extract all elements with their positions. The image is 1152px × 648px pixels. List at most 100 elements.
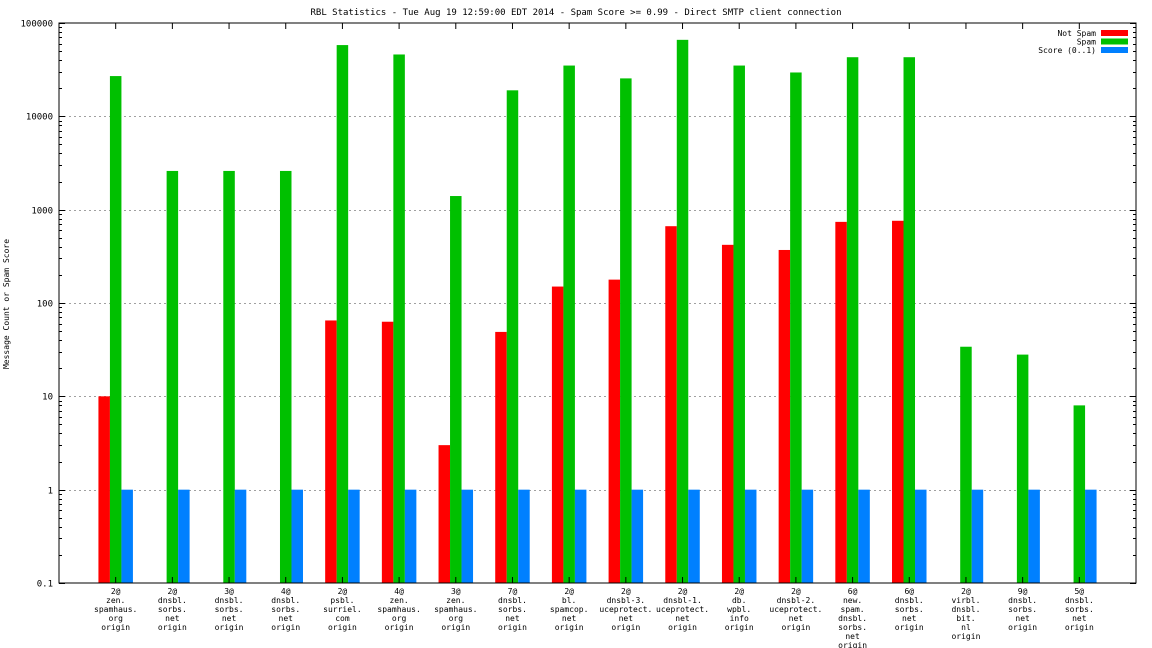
x-category-label: origin	[498, 623, 527, 632]
bar-not-spam	[438, 445, 451, 583]
x-category-label: net	[1015, 614, 1030, 623]
x-category-label: bit.	[956, 614, 975, 623]
x-category-label: com	[335, 614, 350, 623]
x-category-label: db.	[732, 596, 746, 605]
x-category-label: uceprotect.	[769, 605, 822, 614]
x-category-label: 2@	[621, 587, 631, 596]
bar-not-spam	[892, 220, 904, 584]
y-tick-label: 100000	[20, 20, 53, 30]
x-category-label: surriel.	[323, 605, 362, 614]
x-category-label: dnsbl-1.	[663, 596, 702, 605]
bar-not-spam	[381, 321, 394, 583]
x-category-label: sorbs.	[895, 605, 924, 614]
x-category-label: 2@	[678, 587, 688, 596]
x-category-label: zen.	[389, 596, 408, 605]
legend-label: Spam	[1077, 38, 1096, 47]
x-category-label: net	[619, 614, 634, 623]
x-category-label: net	[675, 614, 690, 623]
x-category-label: origin	[271, 623, 300, 632]
x-category-label: 2@	[111, 587, 121, 596]
y-tick-label: 1000	[31, 207, 53, 217]
x-category-label: spamhaus.	[94, 605, 137, 614]
x-category-label: dnsbl.	[1008, 596, 1037, 605]
y-tick-label: 0.1	[37, 580, 53, 590]
bar-score-0-1	[291, 489, 303, 583]
x-category-label: net	[562, 614, 577, 623]
x-category-label: psbl.	[330, 596, 354, 605]
bar-score-0-1	[688, 489, 700, 583]
bar-spam	[790, 72, 802, 583]
bar-score-0-1	[1085, 489, 1097, 583]
x-category-label: sorbs.	[838, 623, 867, 632]
x-category-label: org	[449, 614, 464, 623]
bar-spam	[393, 54, 405, 584]
x-category-label: origin	[158, 623, 187, 632]
bar-not-spam	[551, 286, 564, 583]
x-category-label: virbl.	[951, 596, 980, 605]
x-category-label: 5@	[1074, 587, 1084, 596]
bar-score-0-1	[631, 489, 644, 583]
x-category-label: dnsbl.	[1065, 596, 1094, 605]
x-category-label: wpbl.	[727, 605, 751, 614]
x-category-label: origin	[611, 623, 640, 632]
x-category-label: net	[222, 614, 237, 623]
bar-spam	[1073, 405, 1086, 583]
bars	[98, 39, 1097, 584]
x-category-label: net	[845, 632, 860, 641]
bar-score-0-1	[971, 489, 984, 583]
x-category-label: net	[789, 614, 804, 623]
x-category-label: new.	[843, 596, 862, 605]
x-category-label: 6@	[848, 587, 858, 596]
bar-spam	[279, 170, 292, 583]
bar-score-0-1	[915, 489, 927, 583]
x-category-label: origin	[895, 623, 924, 632]
x-category-label: bl.	[562, 596, 576, 605]
x-category-label: zen.	[106, 596, 125, 605]
x-category-label: sorbs.	[158, 605, 187, 614]
bar-score-0-1	[121, 489, 133, 583]
legend-label: Not Spam	[1057, 29, 1096, 38]
bar-not-spam	[665, 226, 677, 583]
bar-spam	[903, 57, 916, 583]
x-category-label: origin	[385, 623, 414, 632]
legend-swatch	[1101, 30, 1128, 36]
x-category-label: zen.	[446, 596, 465, 605]
x-category-label: net	[1072, 614, 1087, 623]
bar-spam	[223, 170, 235, 583]
x-category-label: org	[392, 614, 407, 623]
x-category-label: dnsbl.	[215, 596, 244, 605]
x-category-label: dnsbl.	[951, 605, 980, 614]
bar-score-0-1	[234, 489, 247, 583]
bar-score-0-1	[348, 489, 360, 583]
bar-spam	[109, 76, 122, 583]
y-axis-label: Message Count or Spam Score	[2, 239, 11, 369]
bar-score-0-1	[744, 489, 757, 583]
bar-spam	[166, 170, 179, 583]
x-category-label: uceprotect.	[656, 605, 709, 614]
bar-spam	[676, 39, 689, 583]
bar-not-spam	[98, 396, 110, 583]
y-tick-label: 10000	[26, 113, 53, 123]
x-category-label: net	[165, 614, 180, 623]
x-category-label: uceprotect.	[599, 605, 652, 614]
bar-spam	[450, 196, 462, 583]
x-category-label: origin	[668, 623, 697, 632]
x-category-label: net	[505, 614, 520, 623]
x-category-label: info	[730, 614, 749, 623]
x-category-label: origin	[838, 641, 867, 648]
x-category-label: spamhaus.	[377, 605, 420, 614]
x-category-label: dnsbl.	[158, 596, 187, 605]
bar-score-0-1	[178, 489, 190, 583]
bar-score-0-1	[574, 489, 587, 583]
bar-score-0-1	[404, 489, 417, 583]
x-category-label: 4@	[394, 587, 404, 596]
x-category-label: 2@	[734, 587, 744, 596]
bar-not-spam	[495, 331, 507, 583]
y-tick-label: 10	[42, 393, 53, 403]
x-category-label: sorbs.	[498, 605, 527, 614]
bar-score-0-1	[801, 489, 814, 583]
x-category-label: dnsbl.	[838, 614, 867, 623]
x-category-label: origin	[951, 632, 980, 641]
x-category-label: sorbs.	[215, 605, 244, 614]
x-category-label: 7@	[508, 587, 518, 596]
